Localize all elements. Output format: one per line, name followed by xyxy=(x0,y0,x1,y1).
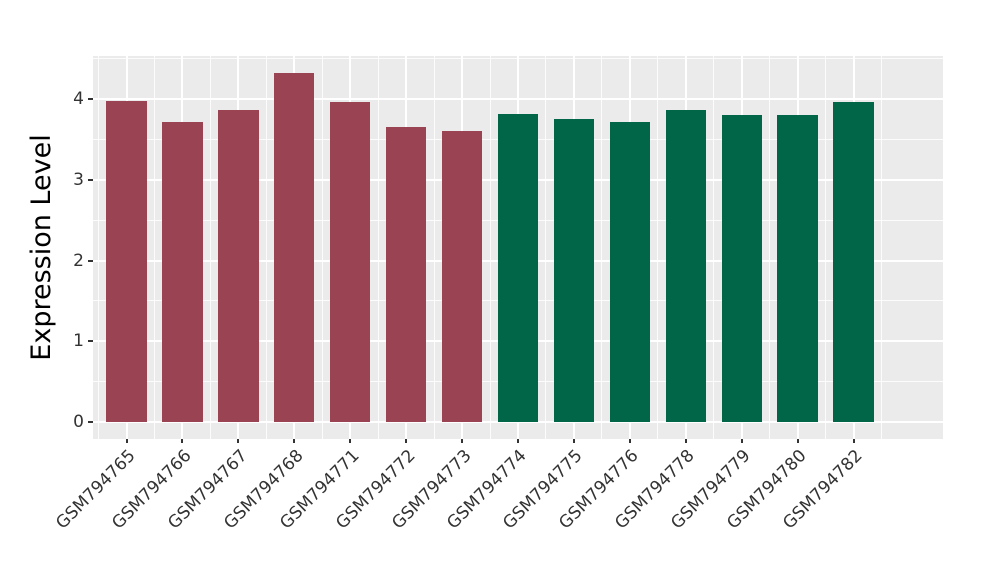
x-axis-tick xyxy=(517,439,519,443)
gridline-vertical-minor xyxy=(154,56,155,439)
y-axis-tick xyxy=(88,340,93,343)
x-axis-tick xyxy=(237,439,240,443)
y-tick-label: 0 xyxy=(73,412,84,432)
bar-GSM794778 xyxy=(665,109,706,422)
bar-GSM794765 xyxy=(106,100,147,422)
x-axis-tick xyxy=(572,439,575,443)
x-axis-tick xyxy=(461,439,464,443)
bar-GSM794782 xyxy=(833,102,874,422)
gridline-vertical-minor xyxy=(825,56,827,439)
gridline-vertical-minor xyxy=(713,56,715,439)
bar-GSM794767 xyxy=(218,109,259,422)
bar-GSM794779 xyxy=(721,115,762,422)
x-axis-tick xyxy=(796,439,799,443)
bar-GSM794766 xyxy=(162,121,203,422)
y-tick-label: 2 xyxy=(73,250,84,271)
gridline-vertical-minor xyxy=(321,56,323,439)
x-axis-tick xyxy=(740,439,743,443)
bar-GSM794771 xyxy=(330,101,371,422)
bar-GSM794775 xyxy=(553,119,595,422)
gridline-vertical-minor xyxy=(265,56,267,439)
gridline-vertical-minor xyxy=(433,56,435,439)
bar-GSM794780 xyxy=(777,114,818,422)
gridline-vertical-minor xyxy=(377,56,379,439)
y-axis-tick xyxy=(88,259,93,262)
bar-GSM794776 xyxy=(609,121,650,422)
gridline-vertical-minor xyxy=(880,56,882,439)
x-axis-tick xyxy=(852,439,855,443)
plot-panel xyxy=(93,56,943,439)
y-axis-title: Expression Level xyxy=(26,134,57,361)
bar-GSM794774 xyxy=(497,113,539,422)
gridline-vertical-minor xyxy=(209,56,211,439)
x-axis-tick xyxy=(293,439,296,443)
x-axis-tick xyxy=(125,439,128,443)
y-tick-label: 1 xyxy=(73,331,84,352)
y-axis-tick xyxy=(88,421,93,423)
gridline-vertical-minor xyxy=(601,56,603,439)
y-tick-label: 3 xyxy=(73,169,84,190)
gridline-vertical-minor xyxy=(769,56,771,439)
y-tick-label: 4 xyxy=(73,89,84,110)
gridline-vertical-minor xyxy=(98,56,100,439)
bar-GSM794772 xyxy=(386,126,427,422)
bar-GSM794773 xyxy=(441,131,483,422)
x-axis-tick xyxy=(405,439,408,443)
gridline-vertical-minor xyxy=(489,56,491,439)
y-axis-tick xyxy=(88,178,93,181)
bar-GSM794768 xyxy=(274,73,315,422)
x-axis-tick xyxy=(181,439,184,443)
gridline-vertical-minor xyxy=(657,56,659,439)
gridline-vertical-minor xyxy=(545,56,547,439)
x-axis-tick xyxy=(684,439,687,443)
y-axis-tick xyxy=(88,98,93,101)
x-axis-tick xyxy=(628,439,631,443)
x-axis-tick xyxy=(349,439,352,443)
